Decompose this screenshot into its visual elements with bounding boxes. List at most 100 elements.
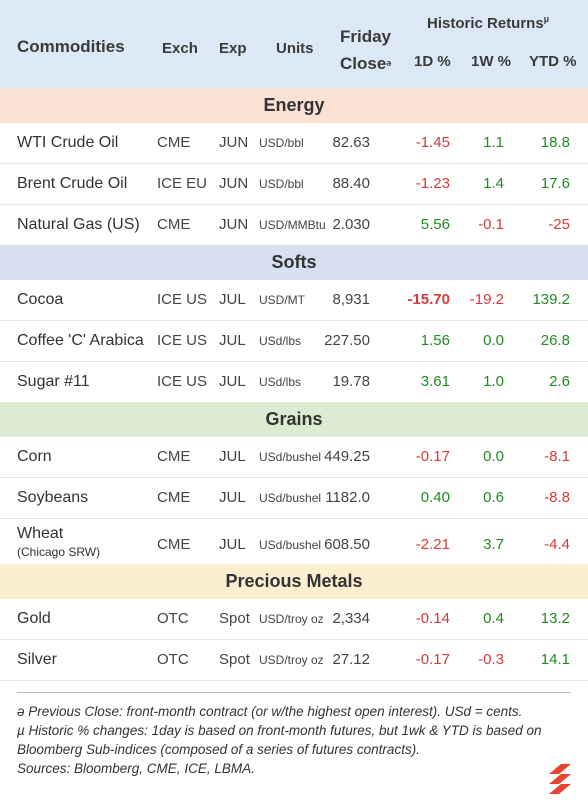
section-band: Grains xyxy=(0,402,588,437)
return-1d-cell: -0.17 xyxy=(415,651,450,668)
friday-close-cell: 449.25 xyxy=(324,448,370,465)
return-1w-cell: 1.1 xyxy=(483,134,504,151)
table-row: Sugar #11 ICE US JUL USd/lbs 19.78 3.61 1.0 2.6 xyxy=(0,362,588,403)
return-ytd-cell: 26.8 xyxy=(540,332,570,349)
expiry-cell: Spot xyxy=(219,651,250,668)
exchange-cell: CME xyxy=(157,489,191,506)
exchange-cell: ICE EU xyxy=(157,175,208,192)
return-1w-cell: 0.0 xyxy=(483,332,504,349)
commodity-name: Cocoa xyxy=(17,291,64,308)
exchange-cell: CME xyxy=(157,448,191,465)
return-ytd-cell: 18.8 xyxy=(540,134,570,151)
units-cell: USD/MMBtu xyxy=(259,218,326,232)
commodity-name: Corn xyxy=(17,448,52,465)
expiry-cell: JUL xyxy=(219,373,246,390)
table-row: Soybeans CME JUL USd/bushel 1182.0 0.40 0.6 -8.… xyxy=(0,478,588,519)
return-1d-cell: -15.70 xyxy=(407,291,450,308)
footnote-previous-close: ə Previous Close: front-month contract (… xyxy=(17,704,523,719)
expiry-cell: JUL xyxy=(219,332,246,349)
table-row: Brent Crude Oil ICE EU JUN USD/bbl 88.40 -1.2… xyxy=(0,164,588,205)
return-1w-cell: -0.1 xyxy=(478,216,504,233)
return-1w-cell: -0.3 xyxy=(478,651,504,668)
return-1d-cell: 1.56 xyxy=(420,332,450,349)
header-historic-label: Historic Returns xyxy=(427,15,544,32)
expiry-cell: JUL xyxy=(219,291,246,308)
table-header: Commodities Exch Exp Units Friday Closeə… xyxy=(0,0,588,88)
commodity-name-main: Wheat xyxy=(17,525,64,542)
return-1d-cell: -0.17 xyxy=(415,448,450,465)
friday-close-cell: 2,334 xyxy=(332,610,370,627)
friday-close-cell: 82.63 xyxy=(332,134,370,151)
header-friday-close: Friday Closeə xyxy=(340,24,391,77)
return-ytd-cell: 139.2 xyxy=(532,291,570,308)
return-1d-cell: -2.21 xyxy=(415,536,450,553)
return-ytd-cell: 17.6 xyxy=(540,175,570,192)
return-1d-cell: -1.23 xyxy=(415,175,450,192)
return-ytd-cell: -8.8 xyxy=(544,489,570,506)
header-ytd: YTD % xyxy=(529,53,577,70)
expiry-cell: JUL xyxy=(219,489,246,506)
return-1d-cell: 5.56 xyxy=(420,216,450,233)
return-1d-cell: -0.14 xyxy=(415,610,450,627)
exchange-cell: OTC xyxy=(157,610,189,627)
units-cell: USD/MT xyxy=(259,293,305,307)
table-row: WTI Crude Oil CME JUN USD/bbl 82.63 -1.45 1.1 1… xyxy=(0,123,588,164)
table-row: Gold OTC Spot USD/troy oz 2,334 -0.14 0.4 13.2 xyxy=(0,599,588,640)
units-cell: USd/lbs xyxy=(259,375,302,389)
return-1w-cell: 1.4 xyxy=(483,175,504,192)
header-exp: Exp xyxy=(219,40,247,57)
footnote-historic-changes: µ Historic % changes: 1day is based on f… xyxy=(17,723,542,757)
units-cell: USd/lbs xyxy=(259,334,302,348)
friday-close-cell: 2.030 xyxy=(332,216,370,233)
friday-close-cell: 1182.0 xyxy=(325,489,370,506)
return-1d-cell: 3.61 xyxy=(420,373,450,390)
exchange-cell: CME xyxy=(157,536,191,553)
return-1w-cell: 3.7 xyxy=(483,536,504,553)
exchange-cell: CME xyxy=(157,216,191,233)
return-1w-cell: 0.4 xyxy=(483,610,504,627)
return-ytd-cell: 14.1 xyxy=(540,651,570,668)
notes-divider xyxy=(17,692,571,693)
commodity-name: WTI Crude Oil xyxy=(17,134,119,151)
header-historic-returns: Historic Returnsµ xyxy=(427,14,549,32)
expiry-cell: JUN xyxy=(219,216,249,233)
section-band: Energy xyxy=(0,88,588,123)
return-1w-cell: -19.2 xyxy=(469,291,504,308)
friday-close-cell: 19.78 xyxy=(332,373,370,390)
header-exch: Exch xyxy=(162,40,198,57)
return-ytd-cell: -25 xyxy=(548,216,570,233)
stacked-chevron-logo-icon xyxy=(549,764,571,794)
commodity-name: Coffee 'C' Arabica xyxy=(17,332,144,349)
commodity-name-sub: (Chicago SRW) xyxy=(17,545,101,559)
commodity-name: Wheat (Chicago SRW) xyxy=(17,525,100,559)
section-band: Precious Metals xyxy=(0,564,588,599)
section-band: Softs xyxy=(0,245,588,280)
table-row: Coffee 'C' Arabica ICE US JUL USd/lbs 227.50… xyxy=(0,321,588,362)
commodity-name: Natural Gas (US) xyxy=(17,216,140,233)
units-cell: USd/bushel xyxy=(259,491,322,505)
table-row: Corn CME JUL USd/bushel 449.25 -0.17 0.0 -8.1 xyxy=(0,437,588,478)
units-cell: USD/troy oz xyxy=(259,653,324,667)
header-historic-mark: µ xyxy=(543,14,549,24)
return-ytd-cell: 2.6 xyxy=(549,373,570,390)
header-friday-line2: Close xyxy=(340,54,387,73)
friday-close-cell: 27.12 xyxy=(332,651,370,668)
return-1d-cell: -1.45 xyxy=(415,134,450,151)
exchange-cell: ICE US xyxy=(157,291,208,308)
friday-close-cell: 608.50 xyxy=(324,536,370,553)
exchange-cell: CME xyxy=(157,134,191,151)
units-cell: USD/bbl xyxy=(259,136,304,150)
return-1d-cell: 0.40 xyxy=(420,489,450,506)
header-friday-line1: Friday xyxy=(340,27,392,46)
friday-close-cell: 227.50 xyxy=(324,332,370,349)
header-commodities: Commodities xyxy=(17,37,125,56)
table-row: Natural Gas (US) CME JUN USD/MMBtu 2.030 5.56… xyxy=(0,205,588,246)
commodity-name: Soybeans xyxy=(17,489,89,506)
units-cell: USd/bushel xyxy=(259,450,322,464)
footnotes: ə Previous Close: front-month contract (… xyxy=(17,702,577,778)
expiry-cell: JUL xyxy=(219,448,246,465)
friday-close-cell: 88.40 xyxy=(332,175,370,192)
expiry-cell: JUN xyxy=(219,175,249,192)
exchange-cell: ICE US xyxy=(157,332,208,349)
footnote-sources: Sources: Bloomberg, CME, ICE, LBMA. xyxy=(17,761,255,776)
